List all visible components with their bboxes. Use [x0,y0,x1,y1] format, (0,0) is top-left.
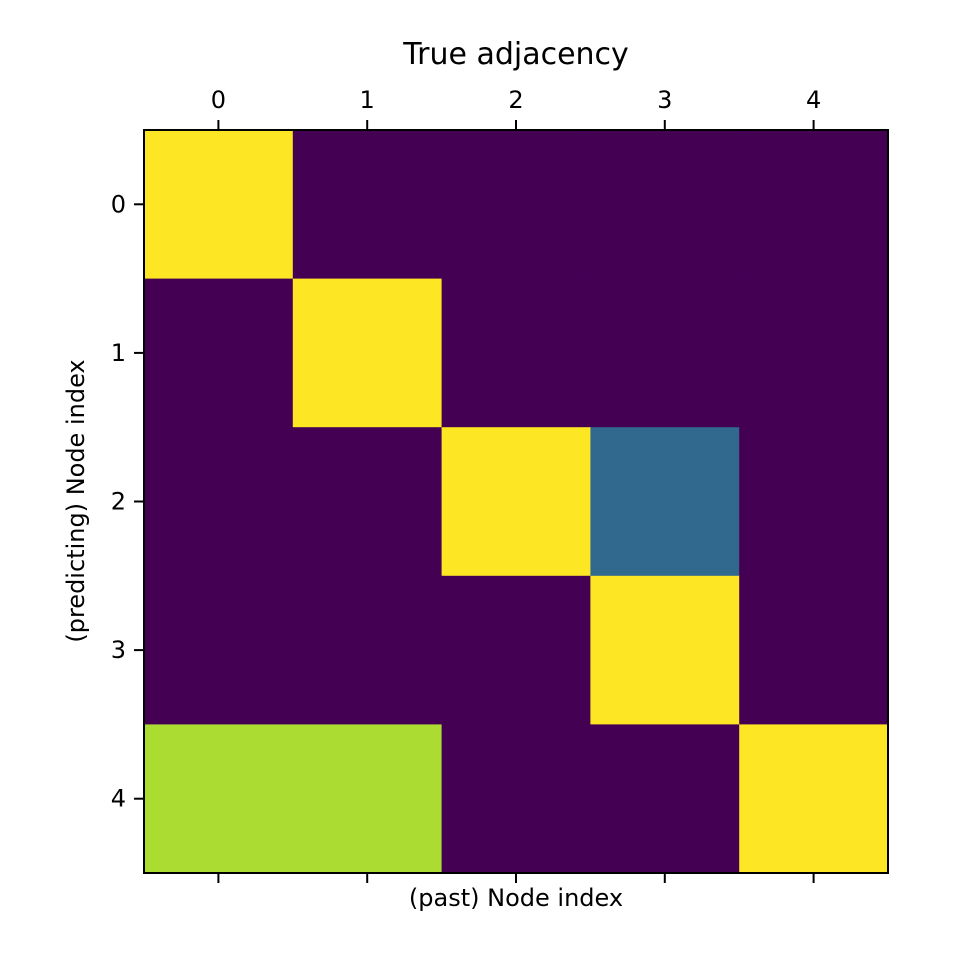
axis-ticks: 0 1 2 3 4 0 1 2 3 4 [111,86,821,883]
heatmap-cell-r4-c3 [590,724,740,874]
heatmap-cell-r3-c1 [292,575,443,725]
y-tick-label-4: 4 [111,785,126,813]
heatmap-cell-r2-c1 [292,427,443,577]
heatmap-cell-r4-c1 [292,724,443,874]
chart-title: True adjacency [402,37,629,72]
x-axis-label: (past) Node index [409,884,623,912]
heatmap-cell-r3-c2 [441,575,591,725]
heatmap-cell-r2-c2 [441,427,591,577]
x-tick-label-1: 1 [360,86,375,114]
heatmap-cell-r3-c3 [590,575,740,725]
x-tick-label-2: 2 [508,86,523,114]
heatmap-cell-r2-c4 [739,427,889,577]
plot-frame [143,129,889,874]
heatmap-cell-r1-c3 [590,278,740,428]
x-tick-label-3: 3 [657,86,672,114]
y-tick-label-0: 0 [111,190,126,218]
heatmap-cells [144,130,889,874]
heatmap-cell-r2-c3 [590,427,740,577]
heatmap-cell-r4-c4 [739,724,889,874]
y-tick-label-3: 3 [111,636,126,664]
heatmap-cell-r2-c0 [144,427,294,577]
heatmap-cell-r1-c1 [292,278,443,428]
heatmap-cell-r3-c4 [739,575,889,725]
heatmap-cell-r0-c0 [144,130,294,280]
y-tick-label-2: 2 [111,488,126,516]
heatmap-cell-r0-c3 [590,130,740,280]
heatmap-cell-r3-c0 [144,575,294,725]
heatmap-cell-r4-c2 [441,724,591,874]
heatmap-cell-r0-c4 [739,130,889,280]
y-tick-label-1: 1 [111,339,126,367]
heatmap-cell-r0-c2 [441,130,591,280]
heatmap-cell-r1-c4 [739,278,889,428]
x-tick-label-0: 0 [211,86,226,114]
heatmap-cell-r4-c0 [144,724,294,874]
heatmap-cell-r1-c0 [144,278,294,428]
x-tick-label-4: 4 [806,86,821,114]
heatmap-cell-r1-c2 [441,278,591,428]
y-axis-label: (predicting) Node index [62,359,90,642]
heatmap-cell-r0-c1 [292,130,443,280]
